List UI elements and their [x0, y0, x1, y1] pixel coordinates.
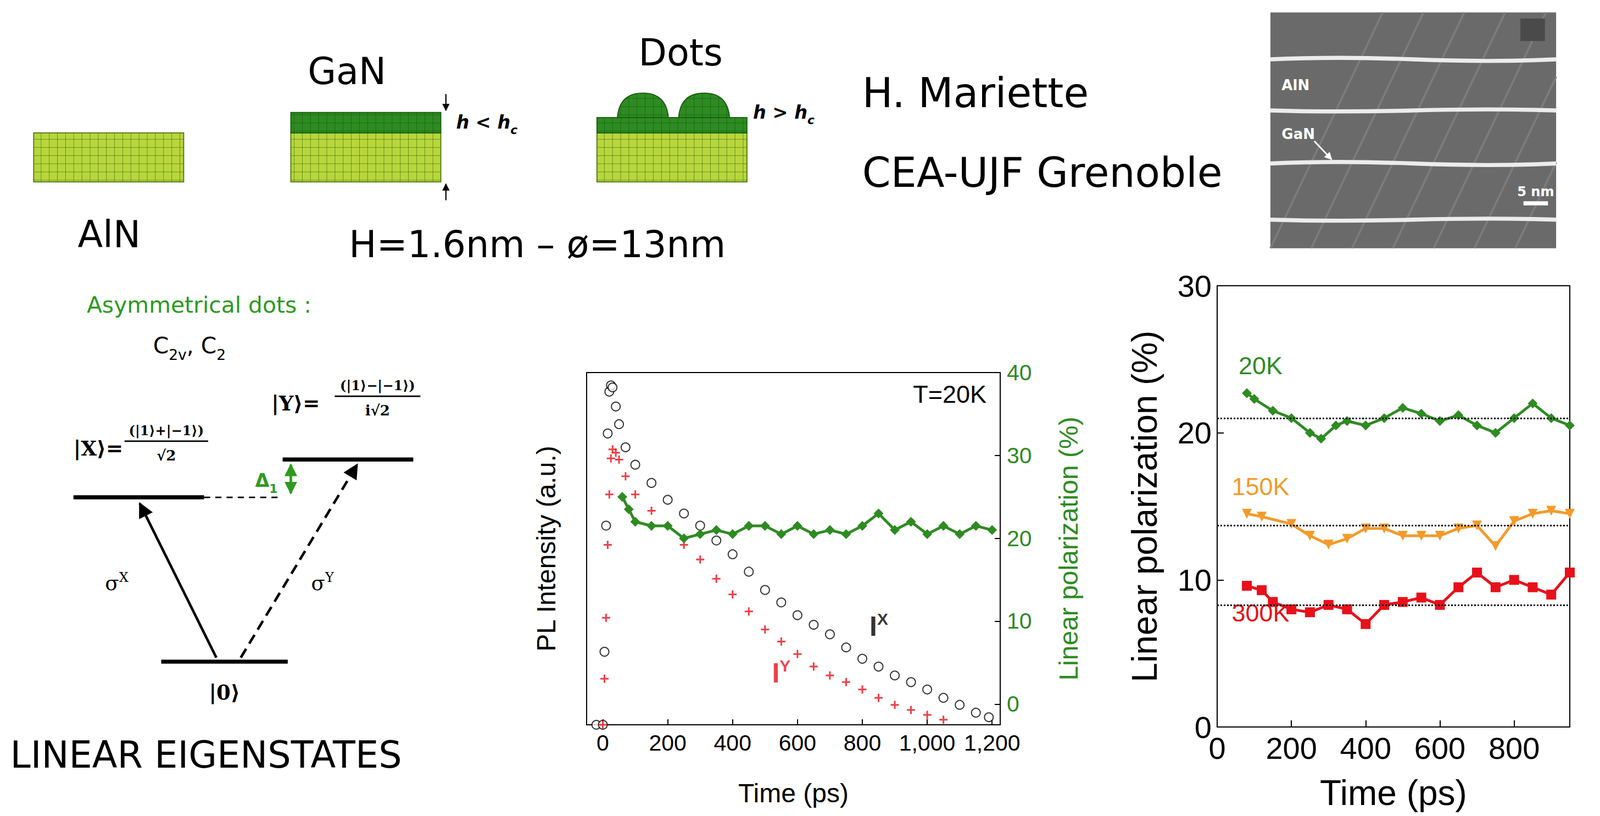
svg-text:0: 0: [1006, 690, 1020, 717]
svg-text:AlN: AlN: [1281, 76, 1310, 94]
svg-text:400: 400: [1340, 730, 1392, 766]
svg-text:X: X: [877, 609, 889, 628]
svg-text:300K: 300K: [1231, 598, 1290, 627]
svg-text:H. Mariette: H. Mariette: [862, 69, 1089, 117]
svg-text:Time (ps): Time (ps): [1319, 772, 1468, 813]
svg-text:1,000: 1,000: [899, 729, 956, 756]
svg-text:Asymmetrical dots :: Asymmetrical dots :: [86, 291, 312, 319]
svg-text:600: 600: [1414, 730, 1466, 766]
svg-text:5 nm: 5 nm: [1517, 184, 1555, 200]
svg-text:10: 10: [1177, 562, 1212, 598]
svg-text:C2v, C2: C2v, C2: [153, 332, 227, 364]
svg-text:200: 200: [648, 729, 687, 756]
svg-text:800: 800: [843, 729, 882, 756]
svg-text:20: 20: [1006, 525, 1033, 551]
svg-text:800: 800: [1488, 730, 1540, 766]
svg-text:30: 30: [1006, 442, 1033, 468]
svg-text:Linear polarization (%): Linear polarization (%): [1124, 330, 1165, 682]
svg-text:|Y⟩=: |Y⟩=: [271, 391, 320, 416]
svg-text:10: 10: [1006, 608, 1033, 634]
svg-text:T=20K: T=20K: [912, 380, 987, 409]
svg-text:20: 20: [1177, 415, 1212, 450]
svg-text:H=1.6nm – ø=13nm: H=1.6nm – ø=13nm: [348, 223, 726, 266]
svg-text:GaN: GaN: [307, 49, 387, 93]
svg-text:600: 600: [778, 729, 817, 756]
svg-text:Time (ps): Time (ps): [738, 778, 849, 808]
svg-text:400: 400: [714, 729, 752, 756]
svg-text:|0⟩: |0⟩: [209, 679, 241, 705]
svg-text:20K: 20K: [1238, 351, 1283, 380]
svg-text:h > hc: h > hc: [753, 101, 815, 127]
svg-text:AlN: AlN: [77, 213, 141, 256]
svg-text:I: I: [869, 610, 878, 642]
svg-text:0: 0: [1208, 730, 1226, 766]
svg-text:40: 40: [1006, 359, 1033, 386]
svg-text:i√2: i√2: [365, 402, 390, 419]
svg-text:(|1⟩+|−1⟩): (|1⟩+|−1⟩): [129, 422, 205, 439]
svg-text:PL Intensity (a.u.): PL Intensity (a.u.): [531, 445, 561, 651]
svg-text:0: 0: [1194, 709, 1212, 744]
svg-text:30: 30: [1177, 268, 1212, 304]
svg-text:I: I: [771, 657, 780, 689]
svg-text:h < hc: h < hc: [455, 111, 518, 137]
svg-text:200: 200: [1265, 730, 1317, 766]
svg-text:|X⟩=: |X⟩=: [73, 436, 124, 461]
svg-text:0: 0: [596, 729, 610, 756]
svg-text:CEA-UJF Grenoble: CEA-UJF Grenoble: [862, 148, 1223, 197]
svg-text:(|1⟩−|−1⟩): (|1⟩−|−1⟩): [339, 377, 416, 394]
svg-text:LINEAR EIGENSTATES: LINEAR EIGENSTATES: [10, 733, 403, 777]
svg-text:GaN: GaN: [1281, 125, 1315, 143]
svg-text:σX: σX: [104, 569, 129, 595]
svg-text:√2: √2: [156, 447, 176, 464]
svg-text:150K: 150K: [1231, 472, 1290, 501]
svg-text:Y: Y: [779, 656, 791, 675]
svg-text:Linear polarization (%): Linear polarization (%): [1054, 416, 1084, 680]
svg-text:σY: σY: [311, 569, 335, 595]
svg-text:Dots: Dots: [638, 31, 723, 75]
svg-text:1,200: 1,200: [963, 729, 1021, 756]
svg-text:Δ1: Δ1: [254, 469, 278, 495]
